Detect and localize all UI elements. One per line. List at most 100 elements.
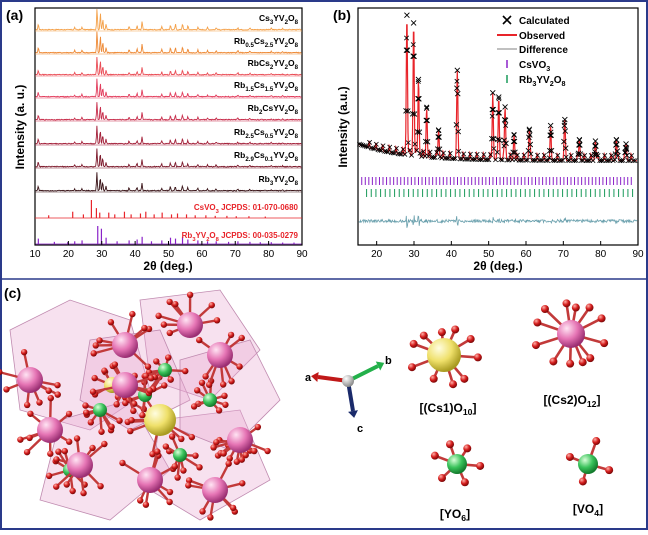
panel-b-label: (b) (333, 7, 351, 23)
oxygen-atom (155, 313, 161, 319)
polyhedron-oxygen (451, 325, 459, 333)
oxygen-atom (199, 380, 205, 386)
oxygen-atom (53, 456, 59, 462)
cs2-atom (112, 372, 138, 398)
oxygen-atom (26, 435, 32, 441)
polyhedron-oxygen (572, 304, 580, 312)
oxygen-atom (166, 499, 172, 505)
panel-c-label: (c) (4, 285, 21, 301)
polyhedron-oxygen (460, 375, 468, 383)
polyhedron-oxygen (408, 363, 416, 371)
oxygen-atom (101, 441, 107, 447)
oxygen-atom (196, 337, 202, 343)
cs1-atom (144, 404, 176, 436)
polyhedron-oxygen (586, 354, 594, 362)
oxygen-atom (93, 342, 99, 348)
oxygen-atom (206, 382, 212, 388)
oxygen-atom (46, 473, 52, 479)
polyhedron-oxygen (600, 339, 608, 347)
oxygen-atom (128, 417, 134, 423)
oxygen-atom (163, 443, 169, 449)
polyhedron-center-atom (447, 454, 467, 474)
xrd-x-tick-label: 70 (230, 249, 242, 260)
oxygen-atom (174, 474, 180, 480)
oxygen-atom (191, 403, 197, 409)
oxygen-atom (209, 302, 215, 308)
polyhedron-oxygen (449, 380, 457, 388)
cs2-atom (67, 452, 93, 478)
oxygen-atom (46, 388, 52, 394)
xrd-x-tick-label: 80 (263, 249, 275, 260)
oxygen-atom (64, 481, 70, 487)
legend-label: Observed (519, 31, 565, 42)
y-v-atom (173, 448, 187, 462)
oxygen-atom (196, 464, 202, 470)
xrd-chart: Cs3YV2O8Rb0.5Cs2.5YV2O8RbCs2YV2O8Rb1.5Cs… (13, 8, 308, 273)
polyhedron-oxygen (566, 453, 574, 461)
oxygen-atom (90, 389, 96, 395)
oxygen-atom (168, 376, 174, 382)
polyhedron-oxygen (605, 466, 613, 474)
polyhedron-label: [YO6] (440, 507, 470, 523)
xrd-y-axis-label: Intensity (a. u.) (13, 85, 27, 170)
rietveld-x-axis-label: 2θ (deg.) (473, 259, 522, 273)
oxygen-atom (116, 418, 122, 424)
axis-b-label: b (385, 355, 392, 367)
axis-c-label: c (357, 423, 363, 435)
oxygen-atom (66, 439, 72, 445)
oxygen-atom (210, 444, 216, 450)
cs2-atom (137, 467, 163, 493)
oxygen-atom (145, 363, 151, 369)
oxygen-atom (74, 435, 80, 441)
oxygen-atom (112, 361, 118, 367)
oxygen-atom (230, 505, 236, 511)
oxygen-atom (147, 387, 153, 393)
polyhedron-oxygen (533, 318, 541, 326)
oxygen-atom (165, 354, 171, 360)
oxygen-atom (251, 448, 257, 454)
oxygen-atom (91, 375, 97, 381)
polyhedron-oxygen (541, 305, 549, 313)
oxygen-atom (141, 325, 147, 331)
axes-triad: abc (305, 355, 392, 435)
oxygen-atom (3, 386, 9, 392)
oxygen-atom (137, 497, 143, 503)
oxygen-atom (178, 436, 184, 442)
xrd-x-tick-label: 10 (29, 249, 41, 260)
rietveld-x-tick-label: 40 (446, 249, 458, 260)
oxygen-atom (97, 483, 103, 489)
xrd-x-tick-label: 90 (296, 249, 308, 260)
oxygen-atom (228, 378, 234, 384)
cs2-atom (207, 342, 233, 368)
polyhedron-oxygen (592, 437, 600, 445)
cs2-atom (177, 312, 203, 338)
oxygen-atom (221, 393, 227, 399)
rietveld-y-axis-label: Intensity (a.u.) (336, 86, 350, 167)
oxygen-atom (214, 317, 220, 323)
oxygen-atom (139, 412, 145, 418)
axis-origin (342, 375, 354, 387)
polyhedron-oxygen (579, 358, 587, 366)
oxygen-atom (53, 483, 59, 489)
cs2-atom (202, 477, 228, 503)
oxygen-atom (153, 358, 159, 364)
rietveld-x-tick-label: 90 (632, 249, 644, 260)
legend-label: Difference (519, 45, 568, 56)
xrd-x-tick-label: 30 (96, 249, 108, 260)
oxygen-atom (172, 463, 178, 469)
oxygen-atom (228, 332, 234, 338)
oxygen-atom (148, 375, 154, 381)
oxygen-atom (62, 448, 68, 454)
polyhedron-oxygen (438, 328, 446, 336)
polyhedron-center-atom (557, 320, 585, 348)
oxygen-atom (129, 311, 135, 317)
oxygen-atom (189, 434, 195, 440)
polyhedron-oxygen (438, 474, 446, 482)
oxygen-atom (127, 428, 133, 434)
oxygen-atom (113, 401, 119, 407)
oxygen-atom (166, 299, 172, 305)
polyhedron-label: [(Cs1)O10] (420, 401, 477, 417)
oxygen-atom (169, 433, 175, 439)
